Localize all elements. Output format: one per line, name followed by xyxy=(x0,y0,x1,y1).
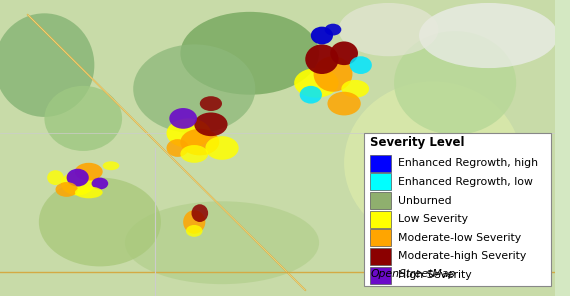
Ellipse shape xyxy=(44,86,122,151)
Ellipse shape xyxy=(339,3,438,56)
Ellipse shape xyxy=(0,13,95,117)
Ellipse shape xyxy=(39,178,161,266)
FancyBboxPatch shape xyxy=(364,133,551,286)
Ellipse shape xyxy=(205,136,239,160)
Bar xyxy=(370,192,391,209)
Ellipse shape xyxy=(327,92,361,115)
Ellipse shape xyxy=(186,225,202,237)
Ellipse shape xyxy=(183,210,205,234)
Ellipse shape xyxy=(180,129,219,155)
Bar xyxy=(370,229,391,246)
Ellipse shape xyxy=(349,56,372,74)
Ellipse shape xyxy=(67,169,89,186)
Text: Unburned: Unburned xyxy=(398,196,451,205)
Ellipse shape xyxy=(180,145,208,163)
Text: OpenStreetMap: OpenStreetMap xyxy=(370,269,455,279)
Ellipse shape xyxy=(330,41,358,65)
Ellipse shape xyxy=(394,31,516,135)
Ellipse shape xyxy=(92,178,108,189)
Ellipse shape xyxy=(344,81,522,244)
Ellipse shape xyxy=(180,12,319,95)
Ellipse shape xyxy=(103,161,119,170)
Ellipse shape xyxy=(311,27,333,44)
Ellipse shape xyxy=(300,86,322,104)
Ellipse shape xyxy=(125,201,319,284)
Ellipse shape xyxy=(200,96,222,111)
Ellipse shape xyxy=(306,44,339,74)
Ellipse shape xyxy=(314,56,352,92)
Text: Moderate-high Severity: Moderate-high Severity xyxy=(398,252,526,261)
Ellipse shape xyxy=(166,118,211,148)
Ellipse shape xyxy=(341,80,369,98)
Bar xyxy=(370,155,391,172)
Bar xyxy=(370,266,391,284)
Ellipse shape xyxy=(47,170,64,185)
Text: High Severity: High Severity xyxy=(398,270,471,280)
Ellipse shape xyxy=(294,68,339,98)
Text: Enhanced Regrowth, high: Enhanced Regrowth, high xyxy=(398,158,538,168)
Bar xyxy=(370,173,391,190)
Ellipse shape xyxy=(75,163,103,181)
Ellipse shape xyxy=(75,186,103,198)
Ellipse shape xyxy=(133,44,255,133)
Ellipse shape xyxy=(194,112,227,136)
Bar xyxy=(370,210,391,228)
Ellipse shape xyxy=(419,3,558,68)
Ellipse shape xyxy=(169,108,197,129)
Text: Low Severity: Low Severity xyxy=(398,214,468,224)
Ellipse shape xyxy=(61,172,95,195)
Ellipse shape xyxy=(55,182,78,197)
Ellipse shape xyxy=(166,139,189,157)
Ellipse shape xyxy=(192,204,208,222)
Ellipse shape xyxy=(325,24,341,36)
Bar xyxy=(370,248,391,265)
Text: Enhanced Regrowth, low: Enhanced Regrowth, low xyxy=(398,177,533,187)
Text: Severity Level: Severity Level xyxy=(370,136,465,149)
Text: Moderate-low Severity: Moderate-low Severity xyxy=(398,233,521,243)
